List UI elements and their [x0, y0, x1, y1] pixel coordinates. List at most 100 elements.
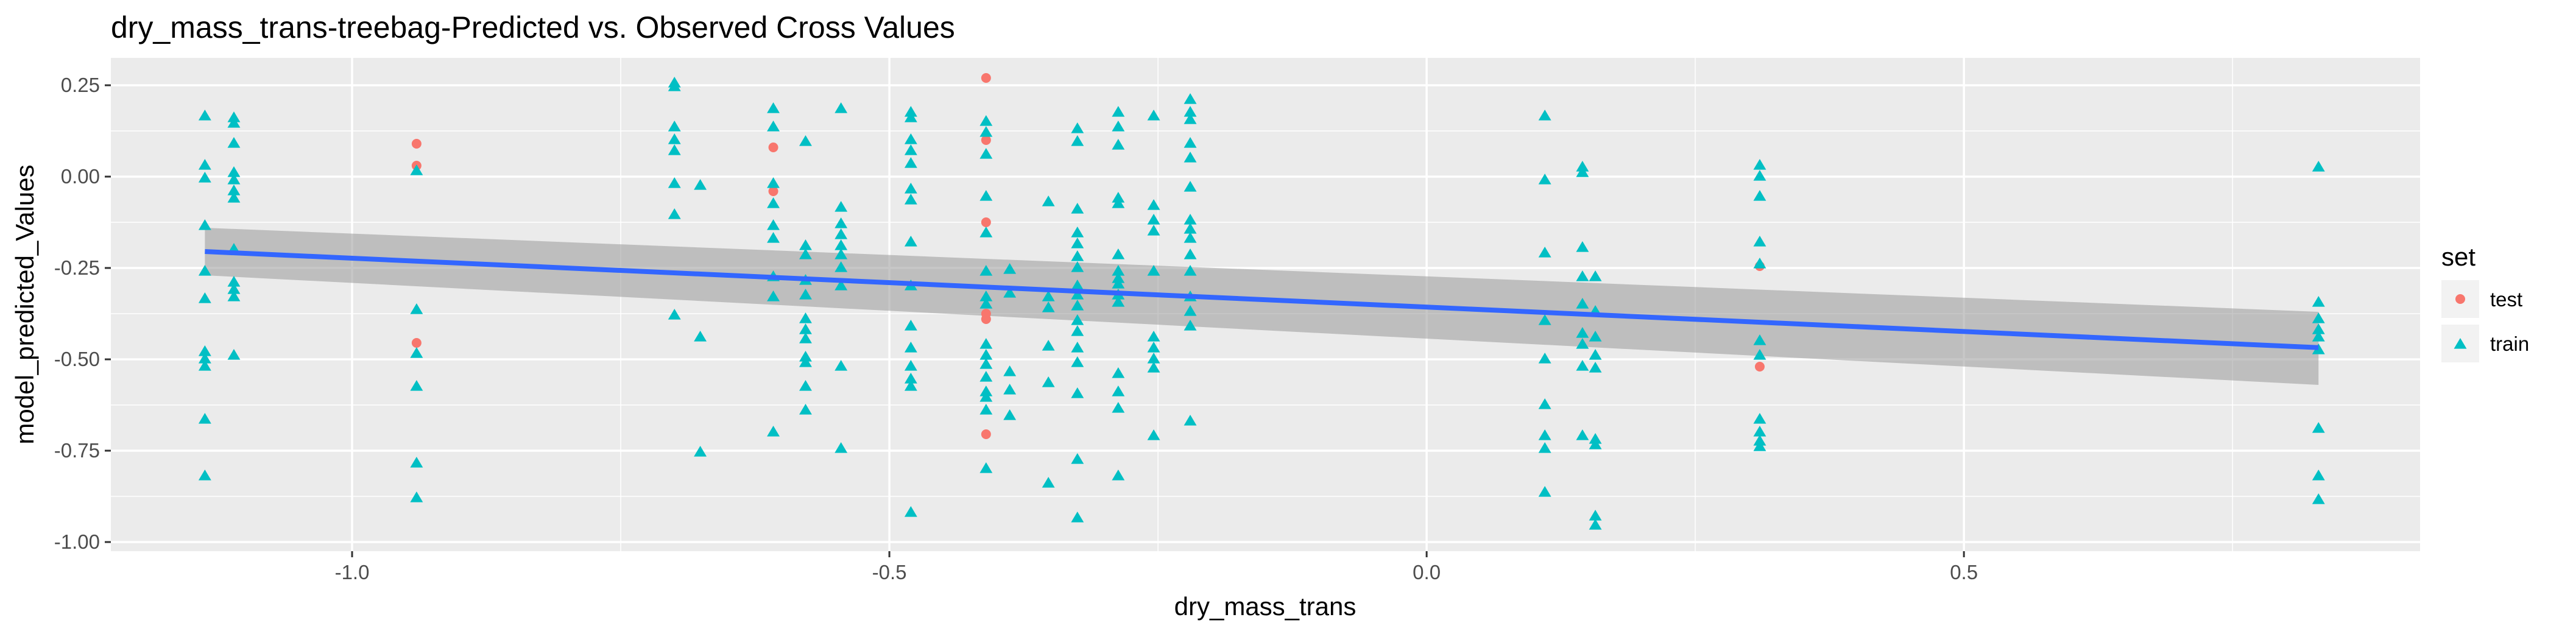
data-point-train [410, 347, 423, 358]
y-tick-label: -0.75 [54, 439, 100, 462]
data-point-train [904, 106, 917, 117]
data-point-train [799, 135, 812, 146]
data-point-train [767, 426, 780, 437]
data-point-train [1753, 349, 1766, 360]
data-point-train [1589, 519, 1602, 530]
data-point-test [768, 143, 778, 152]
y-tick-label: -0.50 [54, 348, 100, 370]
data-point-train [904, 144, 917, 155]
data-point-train [1753, 170, 1766, 181]
legend: set test train [2441, 242, 2529, 362]
data-point-train [1112, 278, 1125, 289]
x-tick-label: -0.5 [872, 561, 907, 583]
data-point-train [1184, 113, 1197, 124]
data-point-train [410, 380, 423, 391]
data-point-train [1071, 238, 1084, 248]
data-point-train [227, 283, 241, 294]
data-point-test [411, 139, 422, 149]
data-point-train [1042, 477, 1055, 488]
data-point-train [904, 320, 917, 331]
data-point-train [1538, 353, 1551, 364]
y-tick-label: 0.00 [61, 165, 100, 188]
data-point-train [227, 117, 241, 128]
data-point-train [1753, 190, 1766, 201]
data-point-train [835, 360, 848, 371]
data-point-train [410, 491, 423, 502]
data-point-train [1538, 398, 1551, 409]
data-point-train [1003, 263, 1017, 274]
data-point-train [835, 280, 848, 291]
data-point-train [1112, 272, 1125, 283]
data-point-train [799, 239, 812, 250]
data-point-train [1147, 362, 1160, 373]
data-point-train [1071, 135, 1084, 146]
data-point-train [198, 345, 211, 356]
data-point-train [1589, 433, 1602, 444]
data-point-train [227, 174, 241, 185]
data-point-train [1042, 376, 1055, 387]
data-point-train [904, 360, 917, 371]
data-point-train [1538, 314, 1551, 325]
data-point-train [1184, 265, 1197, 276]
data-point-train [1112, 192, 1125, 203]
data-point-train [1112, 139, 1125, 150]
data-point-train [1003, 287, 1017, 298]
data-point-train [767, 232, 780, 243]
data-point-train [1753, 413, 1766, 424]
data-point-train [1184, 93, 1197, 104]
data-point-train [835, 228, 848, 239]
data-point-train [1071, 342, 1084, 353]
data-point-train [1147, 353, 1160, 364]
data-point-test [411, 338, 422, 348]
data-point-test [981, 135, 991, 145]
data-point-train [904, 111, 917, 122]
data-point-train [904, 183, 917, 194]
data-point-train [1112, 265, 1125, 276]
data-point-train [835, 442, 848, 453]
legend-label-train: train [2490, 333, 2529, 355]
data-point-train [1576, 360, 1589, 371]
data-point-train [668, 144, 681, 155]
data-point-train [1071, 314, 1084, 325]
data-point-train [227, 192, 241, 203]
data-point-train [1042, 195, 1055, 206]
data-point-train [979, 227, 993, 238]
data-point-train [410, 164, 423, 175]
data-point-train [1184, 223, 1197, 234]
data-point-train [227, 166, 241, 177]
data-point-test [1754, 362, 1765, 372]
data-point-train [1753, 334, 1766, 345]
trend-line [205, 249, 2319, 350]
data-point-train [1112, 197, 1125, 208]
data-point-train [799, 351, 812, 362]
data-point-train [1112, 106, 1125, 117]
data-point-train [1184, 415, 1197, 426]
data-point-train [979, 462, 993, 473]
data-point-train [1576, 338, 1589, 349]
data-point-train [1147, 342, 1160, 353]
data-point-train [799, 404, 812, 415]
data-point-train [1753, 258, 1766, 269]
data-point-train [2312, 422, 2325, 433]
data-point-train [1589, 439, 1602, 449]
data-point-train [767, 177, 780, 188]
data-point-train [1589, 331, 1602, 342]
y-axis-title: model_predicted_Values [10, 164, 39, 444]
data-point-train [668, 121, 681, 132]
data-point-train [668, 309, 681, 320]
data-point-train [694, 446, 707, 457]
data-point-train [1147, 265, 1160, 276]
data-point-train [1184, 320, 1197, 331]
data-point-train [2312, 312, 2325, 323]
data-point-train [979, 265, 993, 276]
y-axis: 0.25 0.00 -0.25 -0.50 -0.75 -1.00 [54, 74, 111, 553]
data-point-train [767, 219, 780, 230]
data-point-train [767, 197, 780, 208]
data-point-train [1071, 280, 1084, 291]
data-point-train [227, 137, 241, 148]
data-point-train [1071, 512, 1084, 523]
data-point-train [1071, 387, 1084, 398]
data-point-train [979, 358, 993, 369]
data-point-train [198, 219, 211, 230]
data-point-train [904, 157, 917, 168]
